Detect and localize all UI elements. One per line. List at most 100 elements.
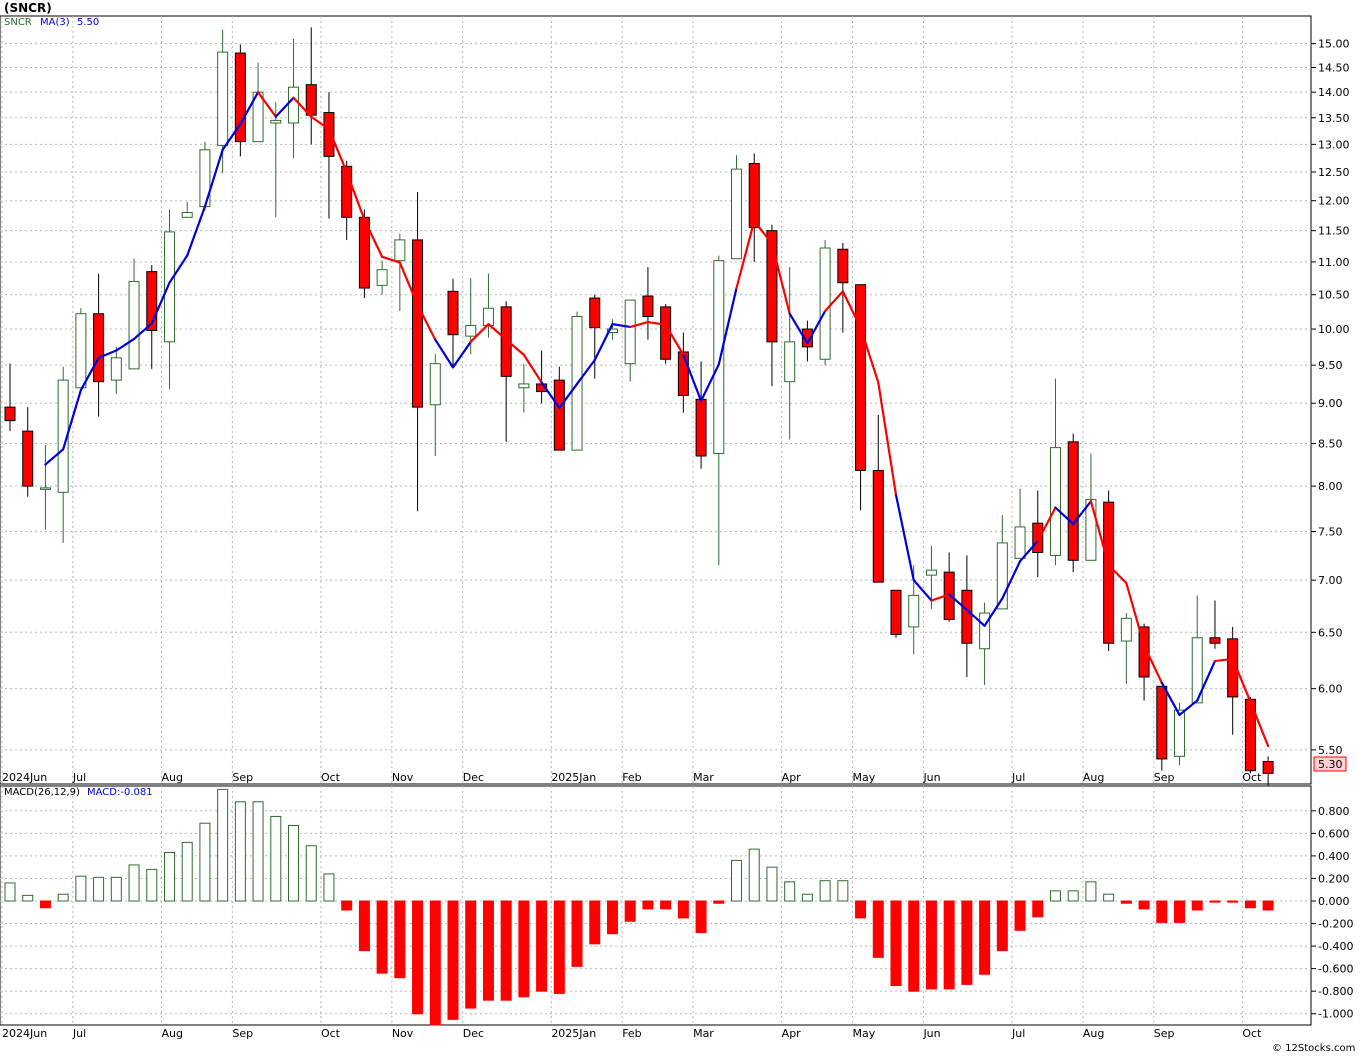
macd-bar-negative bbox=[465, 900, 477, 1009]
candle bbox=[128, 258, 140, 370]
chart-title: (SNCR) bbox=[4, 1, 52, 15]
candle-body-down bbox=[961, 589, 973, 644]
ma-segment bbox=[664, 323, 685, 356]
candle bbox=[1191, 595, 1203, 704]
ma-segment bbox=[575, 358, 596, 386]
candle bbox=[979, 602, 991, 686]
last-price-label: 5.30 bbox=[1318, 758, 1343, 771]
ma-segment bbox=[682, 353, 703, 402]
macd-bar-negative bbox=[1209, 900, 1221, 903]
macd-bar-positive bbox=[288, 824, 300, 902]
candle bbox=[1067, 433, 1079, 573]
ma-segment bbox=[115, 337, 136, 352]
price-tick-label: 6.00 bbox=[1318, 683, 1343, 696]
macd-month-label: May bbox=[853, 1027, 876, 1040]
ma-segment bbox=[256, 91, 277, 118]
ma-segment bbox=[1054, 506, 1075, 526]
legend-symbol: SNCR bbox=[4, 17, 32, 28]
candle bbox=[589, 294, 601, 379]
candle bbox=[1014, 488, 1026, 559]
candle bbox=[22, 407, 34, 497]
ma-segment bbox=[877, 381, 898, 497]
candle bbox=[394, 233, 406, 311]
macd-bar-positive bbox=[784, 881, 796, 902]
macd-month-label: Nov bbox=[392, 1027, 414, 1040]
ma-segment bbox=[1196, 659, 1217, 702]
ma-segment bbox=[274, 96, 295, 118]
candle bbox=[323, 92, 335, 219]
candle-body-up bbox=[979, 612, 991, 650]
macd-month-label: Feb bbox=[622, 1027, 641, 1040]
macd-bar-negative bbox=[908, 900, 920, 992]
macd-bar-negative bbox=[1244, 900, 1256, 909]
macd-bar-negative bbox=[1262, 900, 1274, 911]
macd-month-label: Apr bbox=[782, 1027, 802, 1040]
candle bbox=[1262, 756, 1274, 786]
price-tick-label: 14.00 bbox=[1318, 86, 1350, 99]
macd-bar-positive bbox=[305, 845, 317, 902]
candle bbox=[925, 545, 937, 609]
ma-segment bbox=[948, 593, 968, 612]
candle bbox=[500, 301, 512, 442]
ma-segment bbox=[1018, 539, 1039, 563]
price-y-axis: 15.00 14.50 14.00 13.50 13.00 12.50 12.00 11.50… bbox=[1311, 38, 1350, 757]
macd-month-label: Oct bbox=[1242, 1027, 1262, 1040]
macd-bar-positive bbox=[252, 801, 264, 902]
ma-segment bbox=[824, 290, 844, 313]
price-tick-label: 10.00 bbox=[1318, 323, 1350, 336]
candle-body-up bbox=[75, 313, 87, 389]
ma-segment bbox=[1001, 560, 1022, 600]
candle-body-down bbox=[766, 230, 778, 343]
ma-segment bbox=[859, 326, 880, 384]
ma-segment bbox=[983, 597, 1004, 627]
candle-body-up bbox=[784, 341, 796, 383]
candle-body-down bbox=[22, 430, 34, 487]
macd-month-label: 2024Jun bbox=[2, 1027, 47, 1040]
copyright: © 12Stocks.com bbox=[1272, 1043, 1355, 1054]
candle bbox=[358, 209, 370, 299]
price-month-label: Nov bbox=[392, 771, 414, 784]
price-tick-label: 11.00 bbox=[1318, 256, 1350, 269]
macd-bar-negative bbox=[412, 900, 424, 1015]
ma-segment bbox=[558, 382, 579, 410]
candle-body-up bbox=[128, 280, 140, 370]
macd-bar-negative bbox=[394, 900, 406, 979]
macd-bar-positive bbox=[1085, 881, 1097, 902]
price-month-label: Oct bbox=[1242, 771, 1262, 784]
macd-bar-positive bbox=[110, 876, 122, 902]
candle bbox=[819, 239, 831, 366]
candle-body-up bbox=[217, 51, 229, 146]
ma-segment bbox=[806, 309, 827, 345]
macd-bar-negative bbox=[589, 900, 601, 945]
ma-segment bbox=[611, 323, 632, 329]
candle-body-up bbox=[518, 383, 530, 389]
price-legend: SNCR MA(3) 5.50 bbox=[4, 17, 99, 28]
macd-bar-positive bbox=[128, 864, 140, 902]
ma-segment bbox=[629, 320, 650, 329]
price-month-label: Mar bbox=[693, 771, 714, 784]
macd-bar-positive bbox=[199, 822, 211, 902]
candle bbox=[110, 346, 122, 394]
macd-bar-positive bbox=[766, 866, 778, 902]
ma-segment bbox=[221, 122, 242, 151]
macd-month-label: Aug bbox=[161, 1027, 182, 1040]
candle-body-up bbox=[376, 269, 388, 286]
candle-body-up bbox=[606, 328, 618, 334]
macd-bar-positive bbox=[75, 875, 87, 902]
price-tick-label: 12.00 bbox=[1318, 195, 1350, 208]
macd-bar-positive bbox=[1049, 890, 1061, 902]
candle-body-up bbox=[270, 119, 282, 124]
price-tick-label: 9.00 bbox=[1318, 397, 1343, 410]
macd-tick-label: 0.400 bbox=[1318, 850, 1350, 863]
candle bbox=[731, 155, 743, 260]
ma-segment bbox=[44, 448, 65, 466]
ma-segment bbox=[894, 493, 915, 582]
ma-segment bbox=[540, 381, 561, 410]
candle-body-down bbox=[4, 406, 16, 422]
macd-bar-negative bbox=[996, 900, 1008, 952]
price-tick-label: 10.50 bbox=[1318, 289, 1350, 302]
candle bbox=[75, 308, 87, 389]
candle-body-up bbox=[394, 239, 406, 262]
macd-tick-label: -0.800 bbox=[1318, 985, 1353, 998]
macd-bar-negative bbox=[500, 900, 512, 1001]
